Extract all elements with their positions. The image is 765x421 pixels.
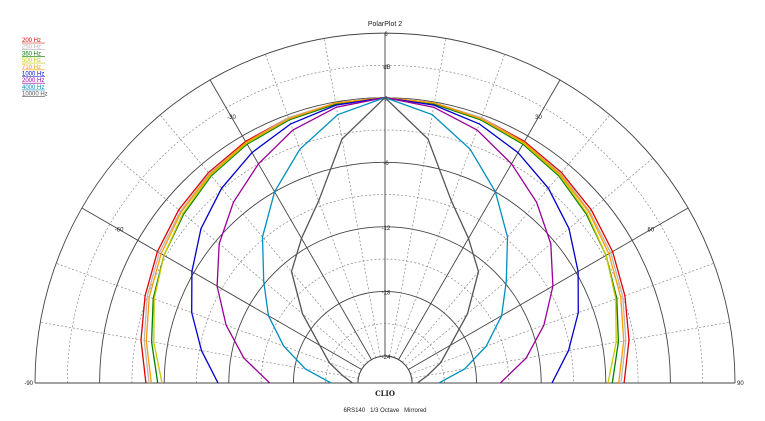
angle-tick-label: 30: [535, 115, 542, 121]
grid-spoke: [116, 157, 365, 366]
legend-entry: 200 Hz: [22, 38, 41, 44]
polar-grid: [34, 32, 736, 384]
angle-tick-label: 60: [648, 228, 655, 234]
legend-entry: 10000 Hz: [22, 92, 48, 98]
grid-spoke: [265, 54, 377, 358]
series-traces: [140, 96, 630, 384]
grid-spoke: [393, 54, 505, 358]
grid-spoke: [159, 114, 368, 363]
grid-spoke: [389, 38, 447, 357]
grid-spoke: [408, 207, 689, 370]
series-line: [290, 96, 480, 384]
legend-entry: 250 Hz: [22, 45, 41, 51]
grid-spoke: [405, 157, 654, 366]
grid-spoke: [56, 263, 360, 375]
angle-tick-label: -90: [24, 381, 33, 387]
brand-logo: CLIO: [375, 389, 395, 398]
legend-entry: 710 Hz: [22, 65, 41, 71]
legend-entry: 1000 Hz: [22, 72, 44, 78]
legend-entry: 2000 Hz: [22, 78, 44, 84]
grid-spoke: [81, 207, 362, 370]
grid-spoke: [402, 114, 611, 363]
grid-ring: [196, 194, 574, 384]
legend-entry: 4000 Hz: [22, 85, 44, 91]
legend-entry: 500 Hz: [22, 58, 41, 64]
radial-tick-label: -6: [383, 161, 389, 167]
radial-tick-label: -12: [382, 226, 391, 232]
radial-tick-label: -24: [382, 355, 391, 361]
angle-tick-label: 90: [737, 381, 744, 387]
radial-tick-label: -18: [382, 290, 391, 296]
angle-tick-label: -30: [227, 115, 236, 121]
grid-spoke: [410, 263, 714, 375]
grid-ring: [67, 65, 703, 384]
angle-tick-label: -60: [115, 228, 124, 234]
grid-spoke: [398, 79, 561, 360]
grid-spoke: [323, 38, 381, 357]
legend-entry: 360 Hz: [22, 51, 41, 57]
grid-spoke: [411, 321, 730, 379]
grid-spoke: [40, 321, 359, 379]
grid-spoke: [209, 79, 372, 360]
chart-title: PolarPlot 2: [368, 21, 402, 28]
radial-tick-label: 6: [384, 32, 388, 38]
chart-footer: 6RS140 1/3 Octave Mirrored: [343, 408, 426, 414]
unit-label: dB: [383, 65, 390, 71]
